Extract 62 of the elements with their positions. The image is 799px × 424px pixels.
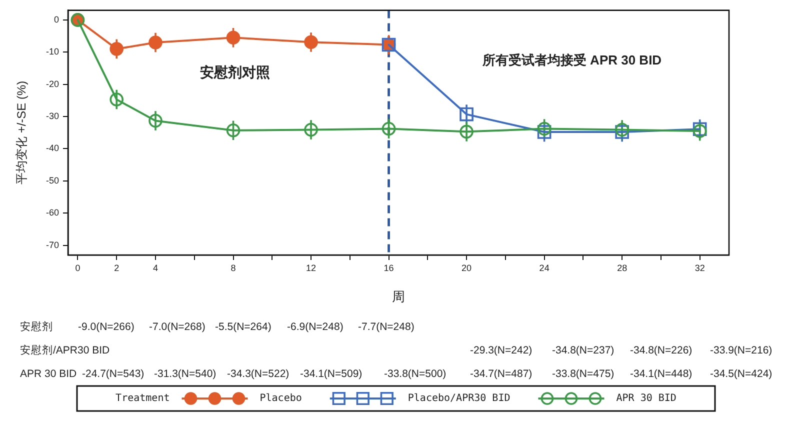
text: -33.8(N=475) [552,368,614,380]
text: -24.7(N=543) [82,368,144,380]
y-tick-label: -20 [46,78,59,89]
point [460,107,474,122]
x-axis-title: 周 [392,288,405,304]
text: -33.8(N=500) [384,368,446,380]
text: -7.0(N=268) [149,320,206,333]
text: -34.1(N=509) [300,368,362,380]
text: -34.7(N=487) [470,368,532,380]
point [148,36,162,50]
text: -34.5(N=424) [710,368,772,380]
text: 安慰剂/APR30 BID [20,343,110,356]
x-tick-label: 28 [617,262,628,273]
annotation: 安慰剂对照 [200,64,270,80]
x-tick-label: 20 [462,262,472,273]
text: -33.9(N=216) [710,344,772,356]
legend-title: Treatment [116,393,170,404]
point [110,42,124,56]
y-tick-label: -70 [46,240,59,250]
x-tick-label: 32 [694,262,705,273]
point [148,114,162,128]
point [537,122,552,136]
text: -6.9(N=248) [287,320,344,333]
x-tick-label: 12 [306,262,316,273]
y-tick-label: -50 [46,175,59,186]
y-tick-label: -40 [46,143,59,154]
legend-label: APR 30 BID [616,393,676,404]
text: -34.1(N=448) [630,368,692,380]
y-tick-label: 0 [54,14,59,24]
text: -34.8(N=237) [552,344,614,356]
text: 安慰剂 [20,320,53,333]
x-tick-label: 8 [230,262,236,273]
x-tick-label: 24 [539,262,550,273]
x-tick-label: 2 [114,262,120,273]
text: -34.8(N=226) [630,344,692,356]
text: -29.3(N=242) [470,344,532,356]
y-tick-label: -60 [46,208,59,218]
x-tick-label: 0 [75,262,80,273]
annotation: 所有受试者均接受 APR 30 BID [481,52,662,68]
text: -5.5(N=264) [215,320,272,333]
y-tick-label: -30 [46,111,59,122]
point [110,92,124,106]
point [382,122,396,136]
point [226,30,240,45]
point [460,124,474,139]
point [537,125,552,139]
x-tick-label: 4 [152,262,158,273]
point [615,122,629,137]
text: APR 30 BID [20,368,78,380]
y-tick-label: -10 [46,46,59,57]
y-axis-title: 平均变化 +/-SE (%) [14,80,28,184]
text: -7.7(N=248) [358,320,414,333]
point [304,35,318,50]
point [304,122,318,137]
text: -31.3(N=540) [154,368,216,380]
point [226,123,240,138]
text: -34.3(N=522) [227,368,290,380]
point [615,125,629,139]
legend-label: Placebo [260,393,302,404]
text: -9.0(N=266) [78,320,134,333]
legend-label: Placebo/APR30 BID [408,393,510,404]
x-tick-label: 16 [384,262,394,273]
